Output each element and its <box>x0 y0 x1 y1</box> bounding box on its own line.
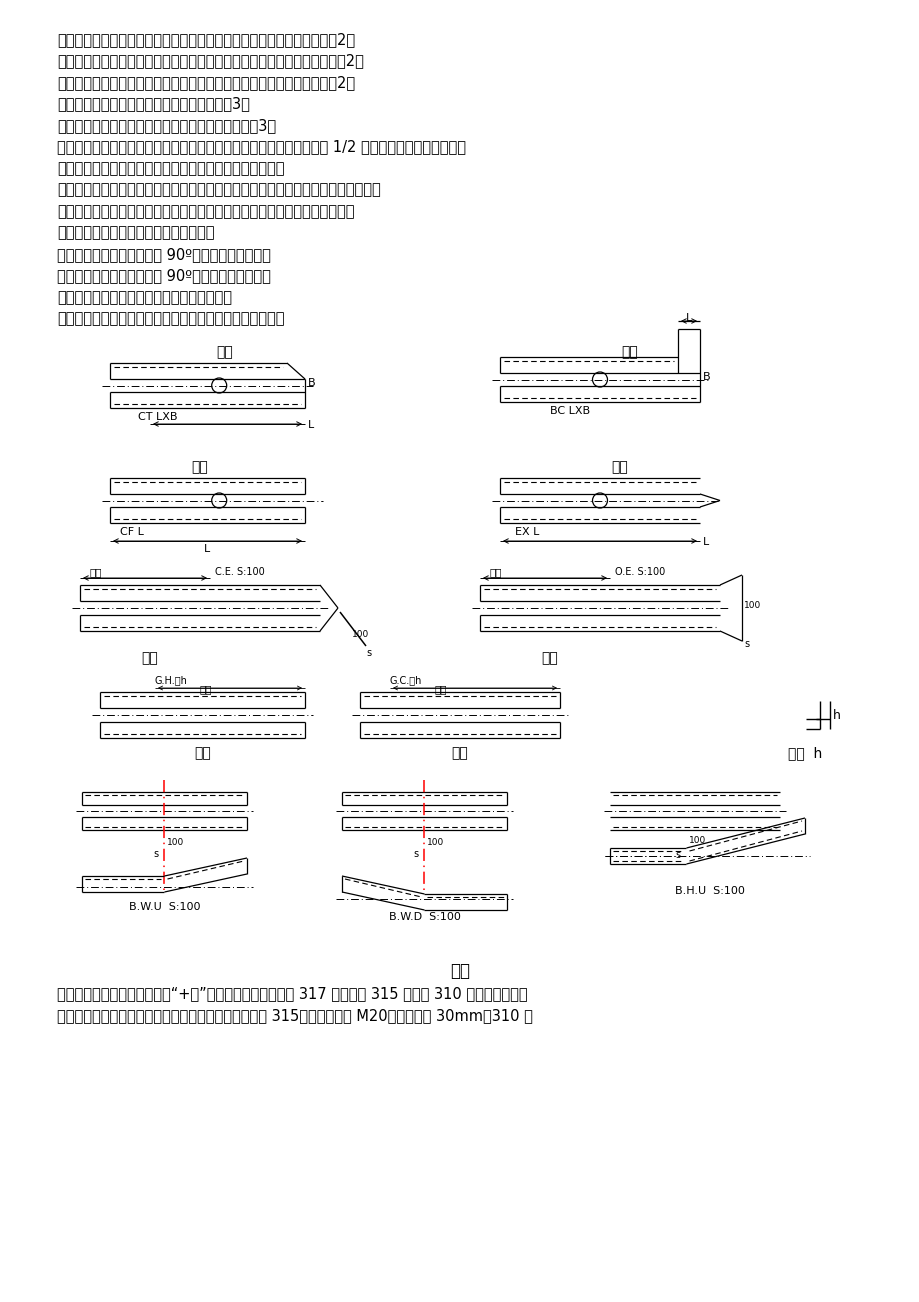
Text: s: s <box>413 849 418 859</box>
Text: L: L <box>204 544 210 553</box>
Text: 100: 100 <box>352 630 369 639</box>
Text: B.H.U  S:100: B.H.U S:100 <box>675 885 744 896</box>
Text: 长度: 长度 <box>199 684 212 694</box>
Text: 100: 100 <box>426 838 443 848</box>
Text: 因为是常规不进行标注，它们这时的正头是标准端距如 315＃角钓螺栓为 M20，则正头为 30mm，310 角: 因为是常规不进行标注，它们这时的正头是标准端距如 315＃角钓螺栓为 M20，则… <box>57 1008 532 1023</box>
Text: 长度: 长度 <box>490 566 502 577</box>
Text: G.C.：h: G.C.：h <box>390 674 422 685</box>
Text: 长度: 长度 <box>90 566 102 577</box>
Text: 压扁: 压扁 <box>611 460 628 474</box>
Text: EX L: EX L <box>515 527 539 536</box>
Text: 切角：为防止角钓碰撞，将角钓端头一肢切去一角的工艺。: 切角：为防止角钓碰撞，将角钓端头一肢切去一角的工艺。 <box>57 161 284 176</box>
Text: s: s <box>366 648 370 658</box>
Text: B: B <box>702 372 709 383</box>
Text: 清根：去除角钓内圆弧变为直角的工艺，又叫钓心或去弧。: 清根：去除角钓内圆弧变为直角的工艺，又叫钓心或去弧。 <box>57 311 284 327</box>
Text: 铲背: 铲背 <box>194 746 210 760</box>
Text: 重心线：角钓两个截面的重力作用点的连线就是重心线，一般认为角钓 1/2 准线处即为其近似重心线。: 重心线：角钓两个截面的重力作用点的连线就是重心线，一般认为角钓 1/2 准线处即… <box>57 139 466 155</box>
Text: 心距：在角钓肢平面内，樹线与心线之间的垂直距离，又叫准距。（见图2）: 心距：在角钓肢平面内，樹线与心线之间的垂直距离，又叫准距。（见图2） <box>57 33 355 47</box>
Text: CT LXB: CT LXB <box>138 411 177 422</box>
Text: 合角：使角钓两肢夹角小于 90º的工艺，又叫合肢。: 合角：使角钓两肢夹角小于 90º的工艺，又叫合肢。 <box>57 268 270 284</box>
Text: s: s <box>153 849 158 859</box>
Text: 轧制边距：准线与轧制边之间的距离。（见图3）: 轧制边距：准线与轧制边之间的距离。（见图3） <box>57 96 250 112</box>
Text: L: L <box>308 421 314 430</box>
Text: 100: 100 <box>743 602 760 611</box>
Text: L: L <box>686 312 691 323</box>
Text: CF L: CF L <box>119 527 143 536</box>
Text: L: L <box>702 536 709 547</box>
Text: 切肢：在角钓端头处，两肢同时被一平面切割形成的缺口或一肢被整个切去的工艺。: 切肢：在角钓端头处，两肢同时被一平面切割形成的缺口或一肢被整个切去的工艺。 <box>57 182 380 198</box>
Text: 正头：在图纸中，标注角钓为“+数”，就为正头（如下图中 317 角钓，注 315 角钓与 310 角钓也为正头，: 正头：在图纸中，标注角钓为“+数”，就为正头（如下图中 317 角钓，注 315… <box>57 986 528 1001</box>
Text: 钓背：去除角钓外槳直角的工艺，又叫钓棱。: 钓背：去除角钓外槳直角的工艺，又叫钓棱。 <box>57 290 232 305</box>
Text: 制弯：把角钓或板进行弯曲处理的工艺。分冷弯和热弯，热弯又称之为火曲。: 制弯：把角钓或板进行弯曲处理的工艺。分冷弯和热弯，热弯又称之为火曲。 <box>57 204 354 219</box>
Text: 火曲: 火曲 <box>449 962 470 980</box>
Text: 卷边  h: 卷边 h <box>787 746 822 760</box>
Text: G.H.：h: G.H.：h <box>154 674 187 685</box>
Text: O.E. S:100: O.E. S:100 <box>614 566 664 577</box>
Text: 切肢: 切肢 <box>621 345 638 359</box>
Text: 开角: 开角 <box>541 651 558 665</box>
Text: s: s <box>675 850 680 861</box>
Text: h: h <box>832 710 840 723</box>
Text: C.E. S:100: C.E. S:100 <box>215 566 265 577</box>
Text: 压扁：把角钓某处两肢压在一起的工艺。: 压扁：把角钓某处两肢压在一起的工艺。 <box>57 225 214 241</box>
Text: 端距：在角钓肢平面内，角钓端头与首个螺栓孔中心之间的距离。（见图2）: 端距：在角钓肢平面内，角钓端头与首个螺栓孔中心之间的距离。（见图2） <box>57 76 355 90</box>
Text: 清根: 清根 <box>451 746 468 760</box>
Text: 切肢: 切肢 <box>191 460 208 474</box>
Text: 开角：使角钓两肢夹角大于 90º的工艺，又叫开肢。: 开角：使角钓两肢夹角大于 90º的工艺，又叫开肢。 <box>57 247 270 262</box>
Text: BC LXB: BC LXB <box>550 406 589 417</box>
Text: 100: 100 <box>166 838 184 848</box>
Text: B.W.D  S:100: B.W.D S:100 <box>388 911 460 922</box>
Text: 合角: 合角 <box>142 651 158 665</box>
Text: 间距：在角钓肢平面内，同一准线上相邻两螺栓孔中心之间的距离。（见图2）: 间距：在角钓肢平面内，同一准线上相邻两螺栓孔中心之间的距离。（见图2） <box>57 53 364 69</box>
Text: 长度: 长度 <box>435 684 447 694</box>
Text: B.W.U  S:100: B.W.U S:100 <box>129 902 200 911</box>
Text: 100: 100 <box>687 836 705 845</box>
Text: 切角: 切角 <box>216 345 233 359</box>
Text: s: s <box>743 639 748 648</box>
Text: 切角边距：螺栓孔中心与切角边之间的距离。（见图3）: 切角边距：螺栓孔中心与切角边之间的距离。（见图3） <box>57 118 276 133</box>
Text: B: B <box>308 379 315 388</box>
